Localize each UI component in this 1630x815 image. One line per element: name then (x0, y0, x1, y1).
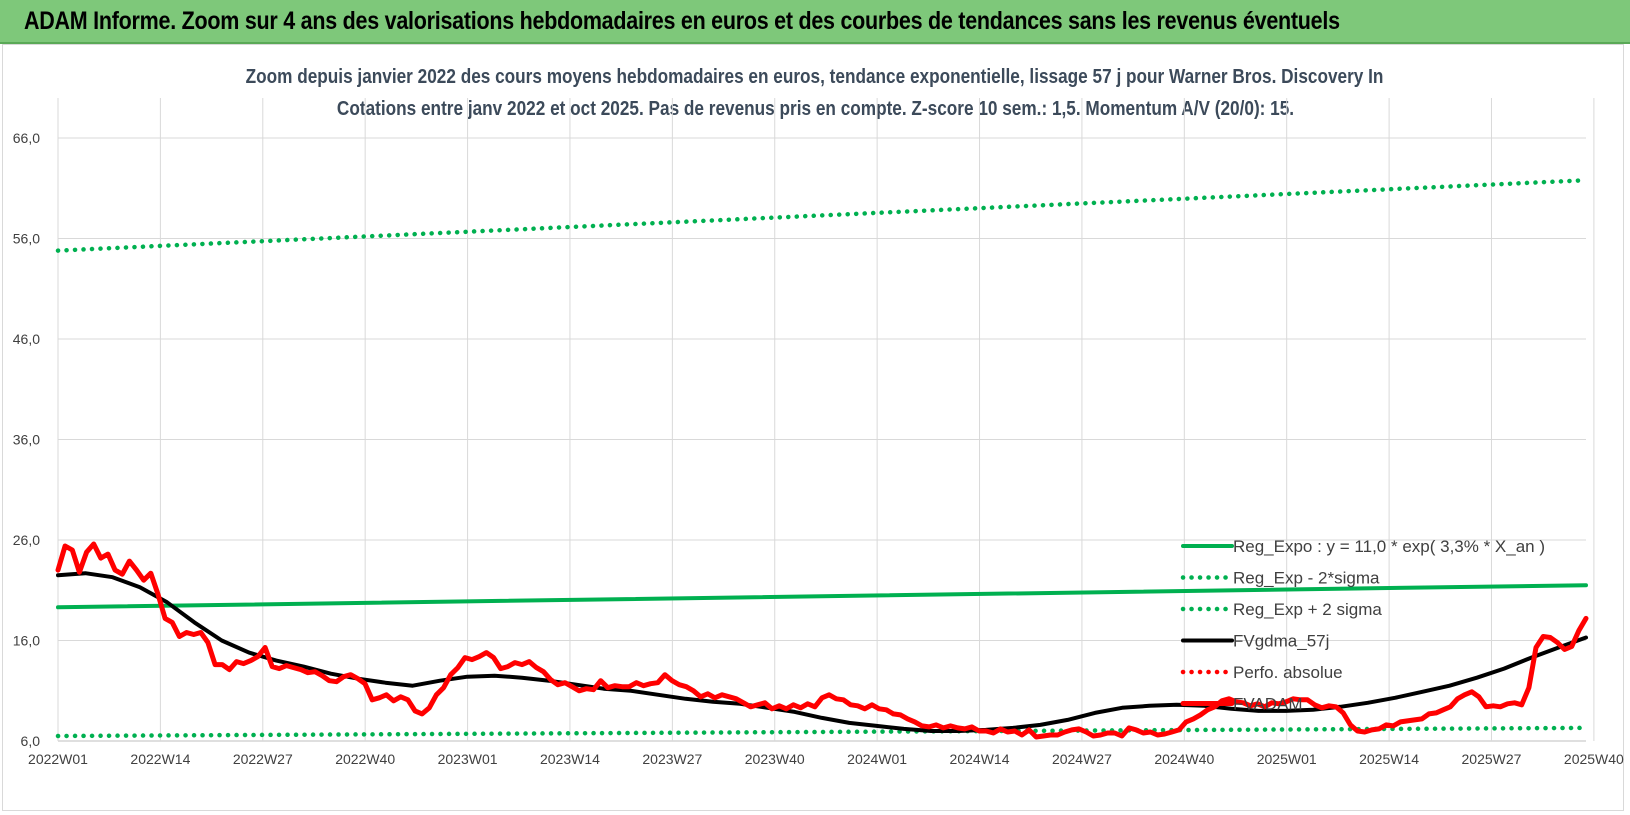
y-tick-label: 6,0 (21, 733, 41, 749)
legend-label: Reg_Exp + 2 sigma (1233, 600, 1382, 619)
legend: Reg_Expo : y = 11,0 * exp( 3,3% * X_an )… (1180, 537, 1545, 714)
report-banner: ADAM Informe. Zoom sur 4 ans des valoris… (0, 0, 1630, 44)
y-tick-label: 56,0 (13, 231, 40, 247)
x-tick-label: 2023W27 (642, 751, 702, 767)
x-axis: 2022W01 2022W14 2022W27 2022W40 2023W01 2023W… (28, 751, 1624, 767)
chart-subtitle: Cotations entre janv 2022 et oct 2025. P… (336, 98, 1294, 120)
x-tick-label: 2022W40 (335, 751, 395, 767)
y-tick-label: 26,0 (13, 532, 40, 548)
x-tick-label: 2024W40 (1154, 751, 1214, 767)
x-tick-label: 2023W01 (438, 751, 498, 767)
x-tick-label: 2024W14 (950, 751, 1010, 767)
series-line-2 (55, 177, 1589, 253)
y-tick-label: 16,0 (13, 633, 40, 649)
series-line-1 (55, 725, 1589, 739)
x-tick-label: 2025W27 (1462, 751, 1522, 767)
legend-label: FVADAM (1233, 695, 1303, 714)
x-tick-label: 2022W01 (28, 751, 88, 767)
chart-title: Zoom depuis janvier 2022 des cours moyen… (246, 66, 1384, 88)
x-tick-label: 2025W01 (1257, 751, 1317, 767)
x-tick-label: 2023W14 (540, 751, 600, 767)
legend-label: Reg_Expo : y = 11,0 * exp( 3,3% * X_an ) (1233, 537, 1545, 556)
x-tick-label: 2025W14 (1359, 751, 1419, 767)
x-tick-label: 2022W27 (233, 751, 293, 767)
legend-label: Perfo. absolue (1233, 663, 1343, 682)
y-tick-label: 36,0 (13, 432, 40, 448)
x-tick-label: 2025W40 (1564, 751, 1624, 767)
y-tick-label: 66,0 (13, 130, 40, 146)
y-tick-label: 46,0 (13, 331, 40, 347)
grid (57, 98, 1595, 742)
series (55, 177, 1589, 740)
x-tick-label: 2022W14 (130, 751, 190, 767)
x-tick-label: 2023W40 (745, 751, 805, 767)
x-tick-label: 2024W27 (1052, 751, 1112, 767)
series-line-5 (55, 541, 1589, 740)
y-axis: 6,0 16,0 26,0 36,0 46,0 56,0 66,0 (13, 130, 40, 749)
legend-label: FVgdma_57j (1233, 632, 1329, 651)
x-tick-label: 2024W01 (847, 751, 907, 767)
legend-label: Reg_Exp - 2*sigma (1233, 569, 1380, 588)
report-title: ADAM Informe. Zoom sur 4 ans des valoris… (24, 7, 1340, 35)
series-line-0 (56, 583, 1588, 610)
chart-frame (2, 44, 1624, 811)
